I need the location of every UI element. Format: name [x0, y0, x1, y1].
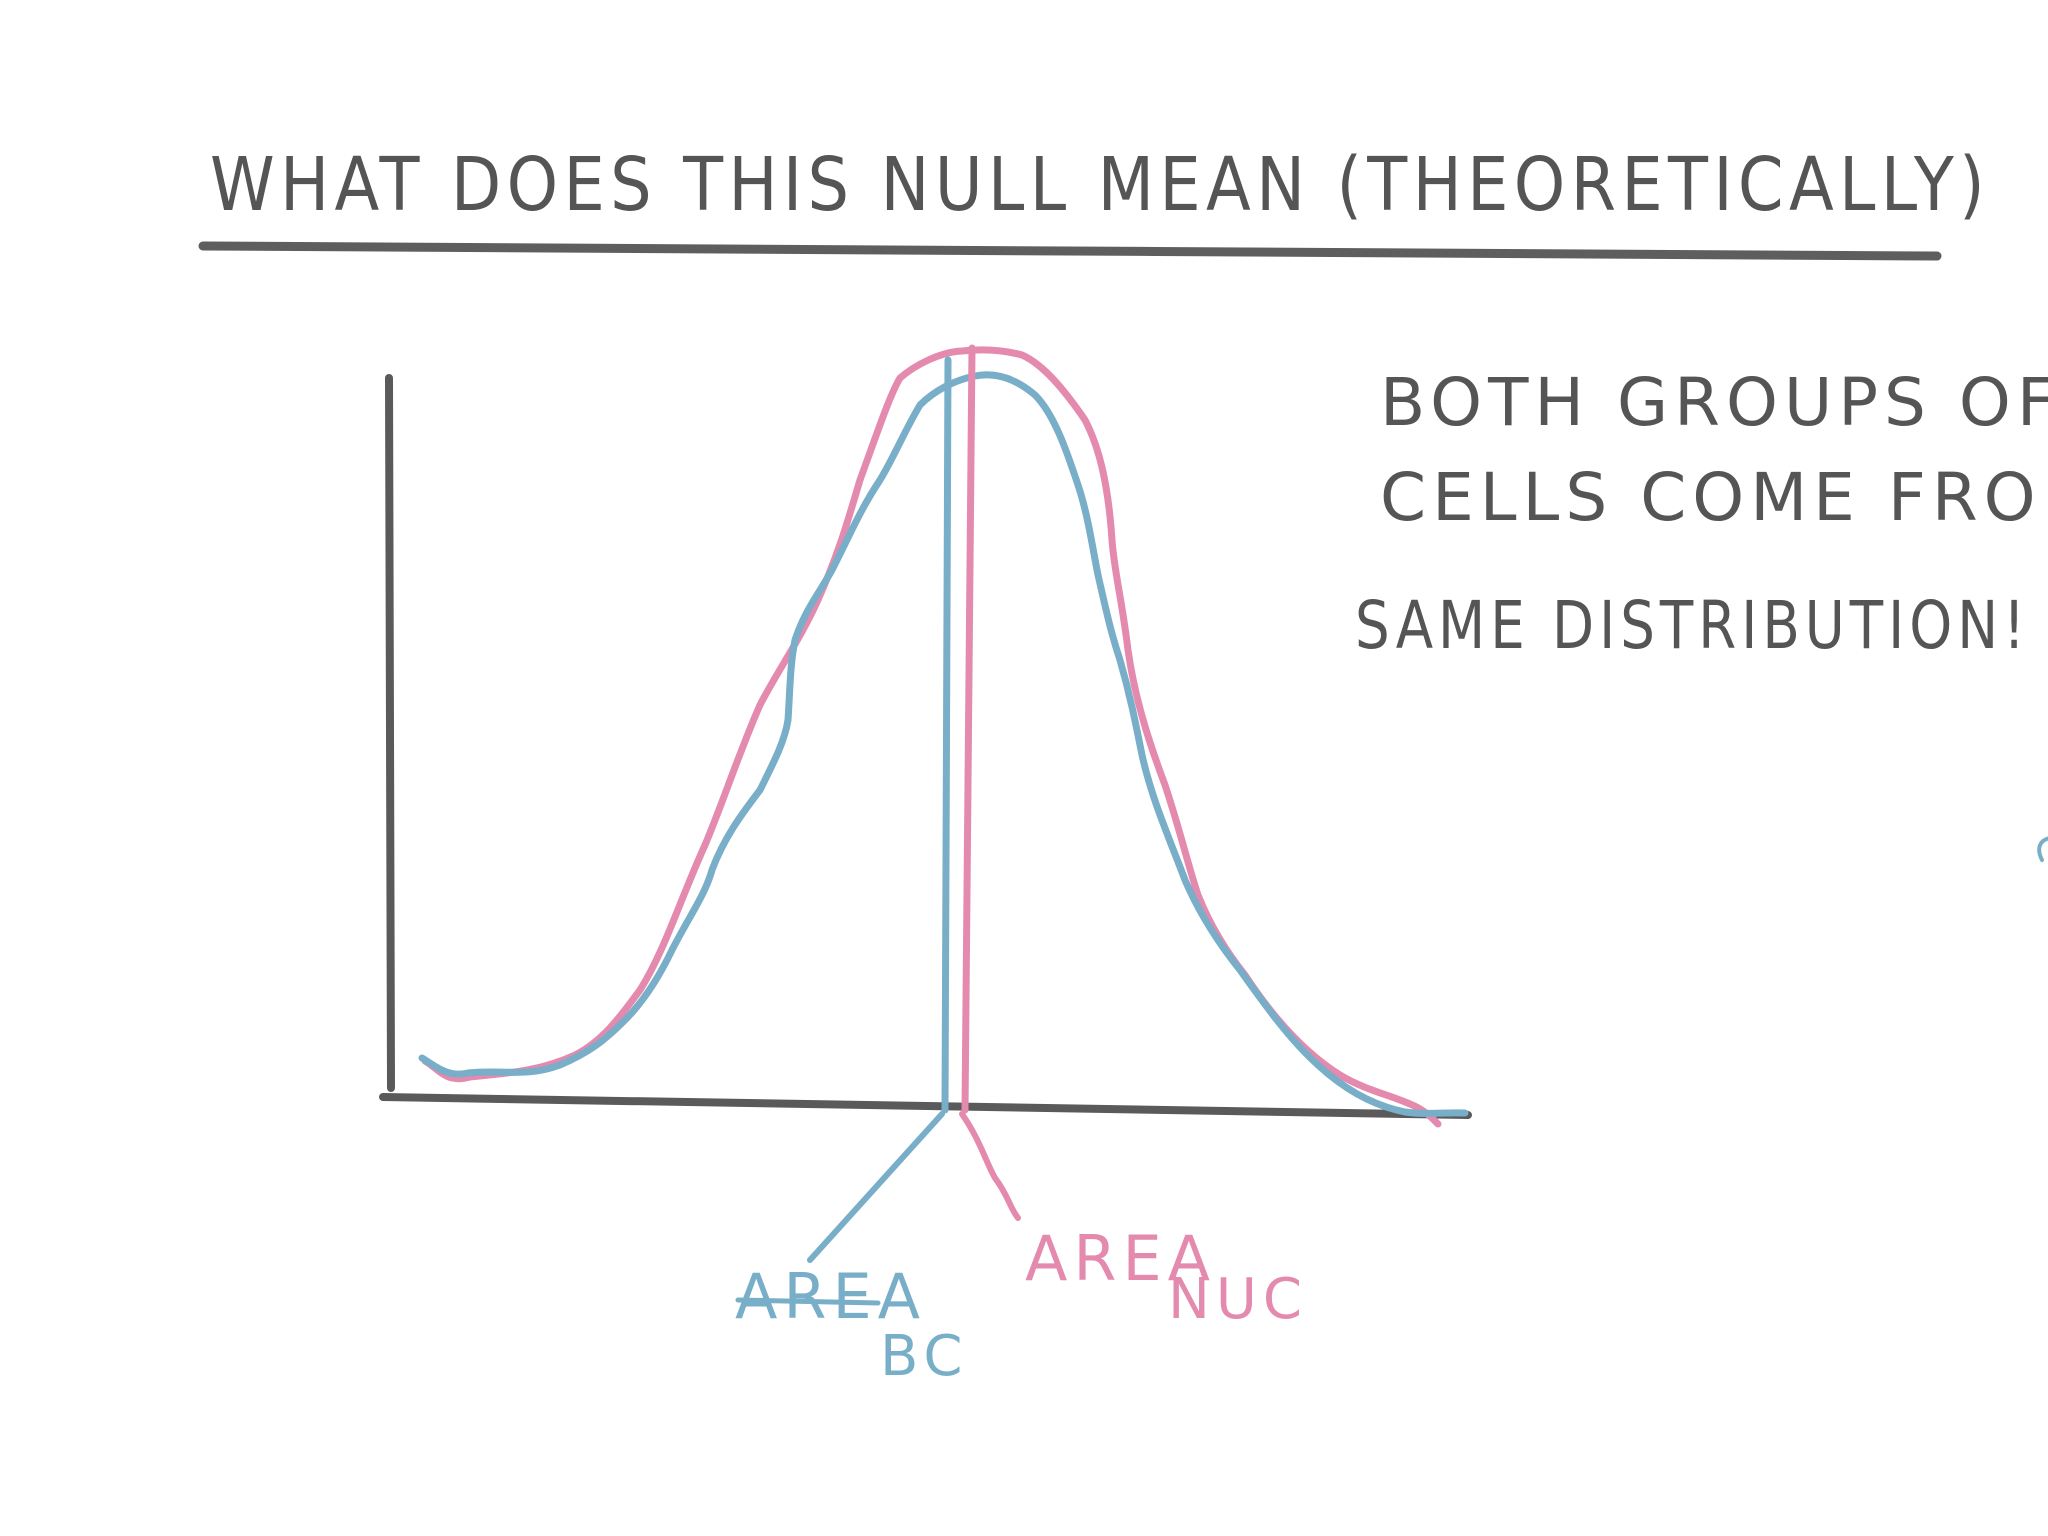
nuc-area-label: AREA [1025, 1222, 1216, 1295]
title-text: WHAT DOES THIS NULL MEAN (THEORETICALLY) [210, 142, 1990, 228]
nuc-distribution-curve [421, 346, 1442, 1128]
y-axis [385, 374, 395, 1092]
bc-area-label: AREA [735, 1260, 926, 1333]
title-underline [198, 241, 1942, 261]
nuc-subscript-label: NUC [1168, 1267, 1308, 1332]
note-line-1: BOTH GROUPS OF [1380, 364, 2048, 441]
bc-area-strike [735, 1297, 881, 1306]
note-line-3: SAME DISTRIBUTION! [1355, 587, 2030, 664]
note-line-2: CELLS COME FROM [1380, 459, 2048, 536]
nuc-mean-line [961, 344, 976, 1114]
bc-mean-line [941, 356, 952, 1114]
nuc-label-pointer [959, 1111, 1021, 1221]
x-axis [379, 1093, 1472, 1119]
bc-label-pointer [807, 1111, 945, 1263]
stray-blue-mark [2037, 836, 2048, 862]
bc-subscript-label: BC [880, 1324, 969, 1389]
bc-distribution-curve [418, 371, 1469, 1117]
